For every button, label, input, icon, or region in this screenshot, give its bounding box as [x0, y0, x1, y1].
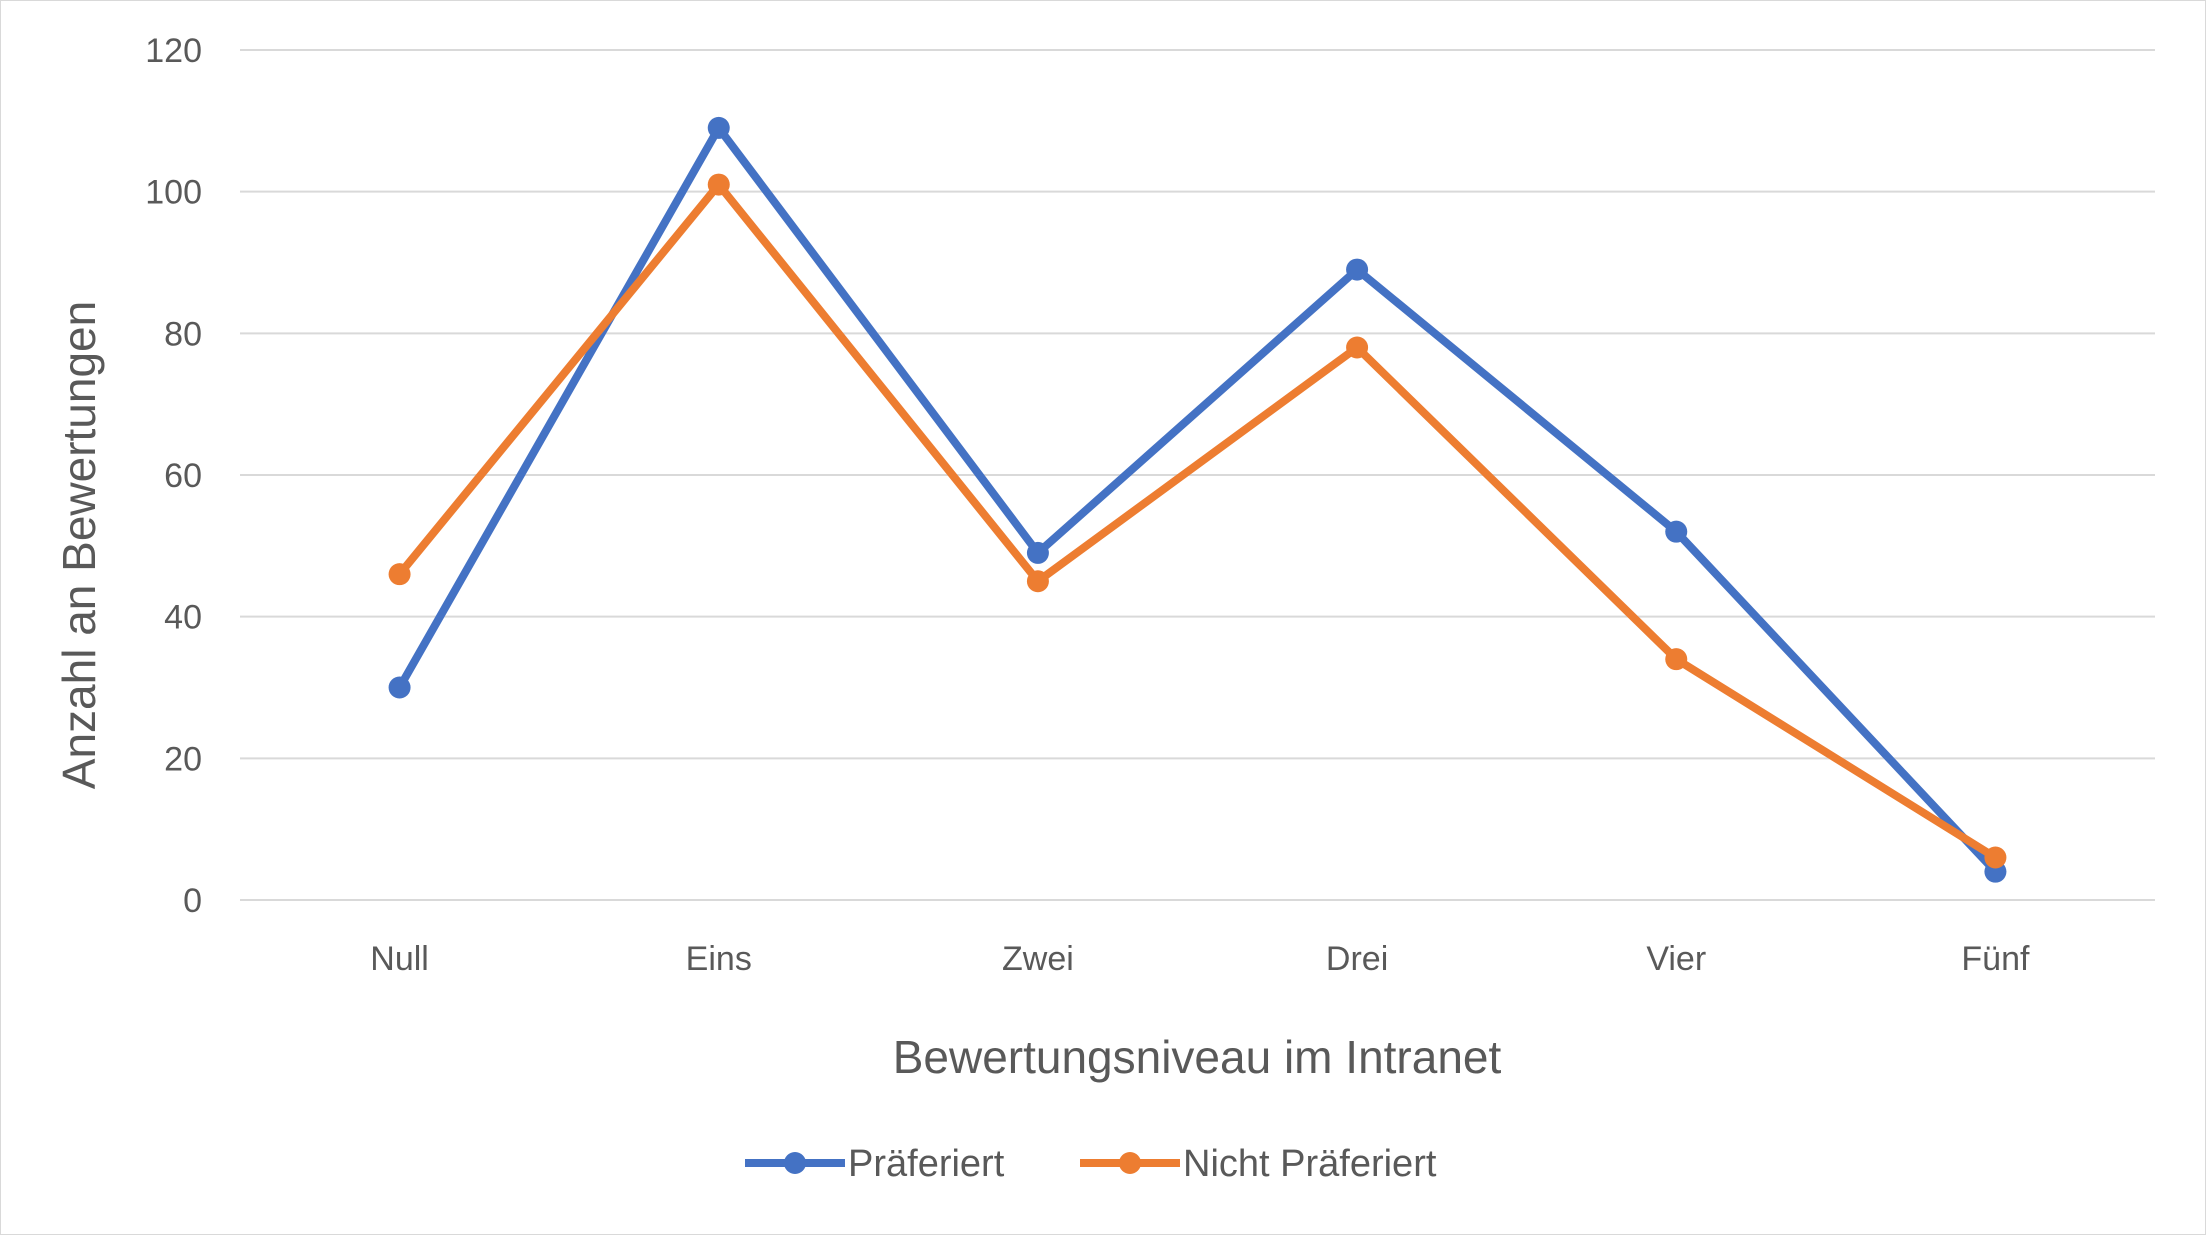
data-point [707, 116, 730, 139]
data-point [1026, 541, 1049, 564]
data-point [1026, 570, 1049, 593]
y-tick-label: 80 [164, 315, 202, 353]
y-tick-label: 40 [164, 599, 202, 637]
series-2 [388, 173, 2007, 869]
data-point [1984, 846, 2007, 869]
legend-label: Präferiert [848, 1143, 1005, 1185]
y-tick-label: 120 [145, 32, 202, 70]
legend-label: Nicht Präferiert [1183, 1143, 1437, 1185]
series-line [395, 123, 2000, 876]
x-tick-label: Zwei [1002, 940, 1074, 978]
x-tick-label: Eins [686, 940, 752, 978]
data-point [1346, 258, 1369, 281]
data-point [1665, 520, 1688, 543]
x-axis-title: Bewertungsniveau im Intranet [893, 1031, 1502, 1083]
y-tick-label: 20 [164, 740, 202, 778]
legend-item: Präferiert [745, 1143, 1005, 1185]
series-line [395, 180, 2000, 862]
data-point [1665, 648, 1688, 671]
x-tick-label: Fünf [1961, 940, 2030, 978]
y-tick-label: 60 [164, 457, 202, 495]
x-axis-ticks: Null Eins Zwei Drei Vier Fünf [370, 940, 2030, 978]
y-tick-label: 0 [183, 882, 202, 920]
gridlines [240, 49, 2155, 901]
x-tick-label: Null [370, 940, 429, 978]
x-tick-label: Vier [1646, 940, 1706, 978]
y-axis-title: Anzahl an Bewertungen [53, 301, 105, 789]
data-point [388, 676, 411, 699]
series-layer [388, 116, 2007, 883]
legend: Präferiert Nicht Präferiert [745, 1143, 1437, 1185]
legend-item: Nicht Präferiert [1080, 1143, 1437, 1185]
x-tick-label: Drei [1326, 940, 1388, 978]
legend-marker [784, 1152, 806, 1174]
y-axis-ticks: 0 20 40 60 80 100 120 [145, 32, 202, 920]
y-tick-label: 100 [145, 174, 202, 212]
data-point [1346, 336, 1369, 359]
series-1 [388, 116, 2007, 883]
data-point [707, 173, 730, 196]
data-point [388, 563, 411, 586]
legend-marker [1119, 1152, 1141, 1174]
